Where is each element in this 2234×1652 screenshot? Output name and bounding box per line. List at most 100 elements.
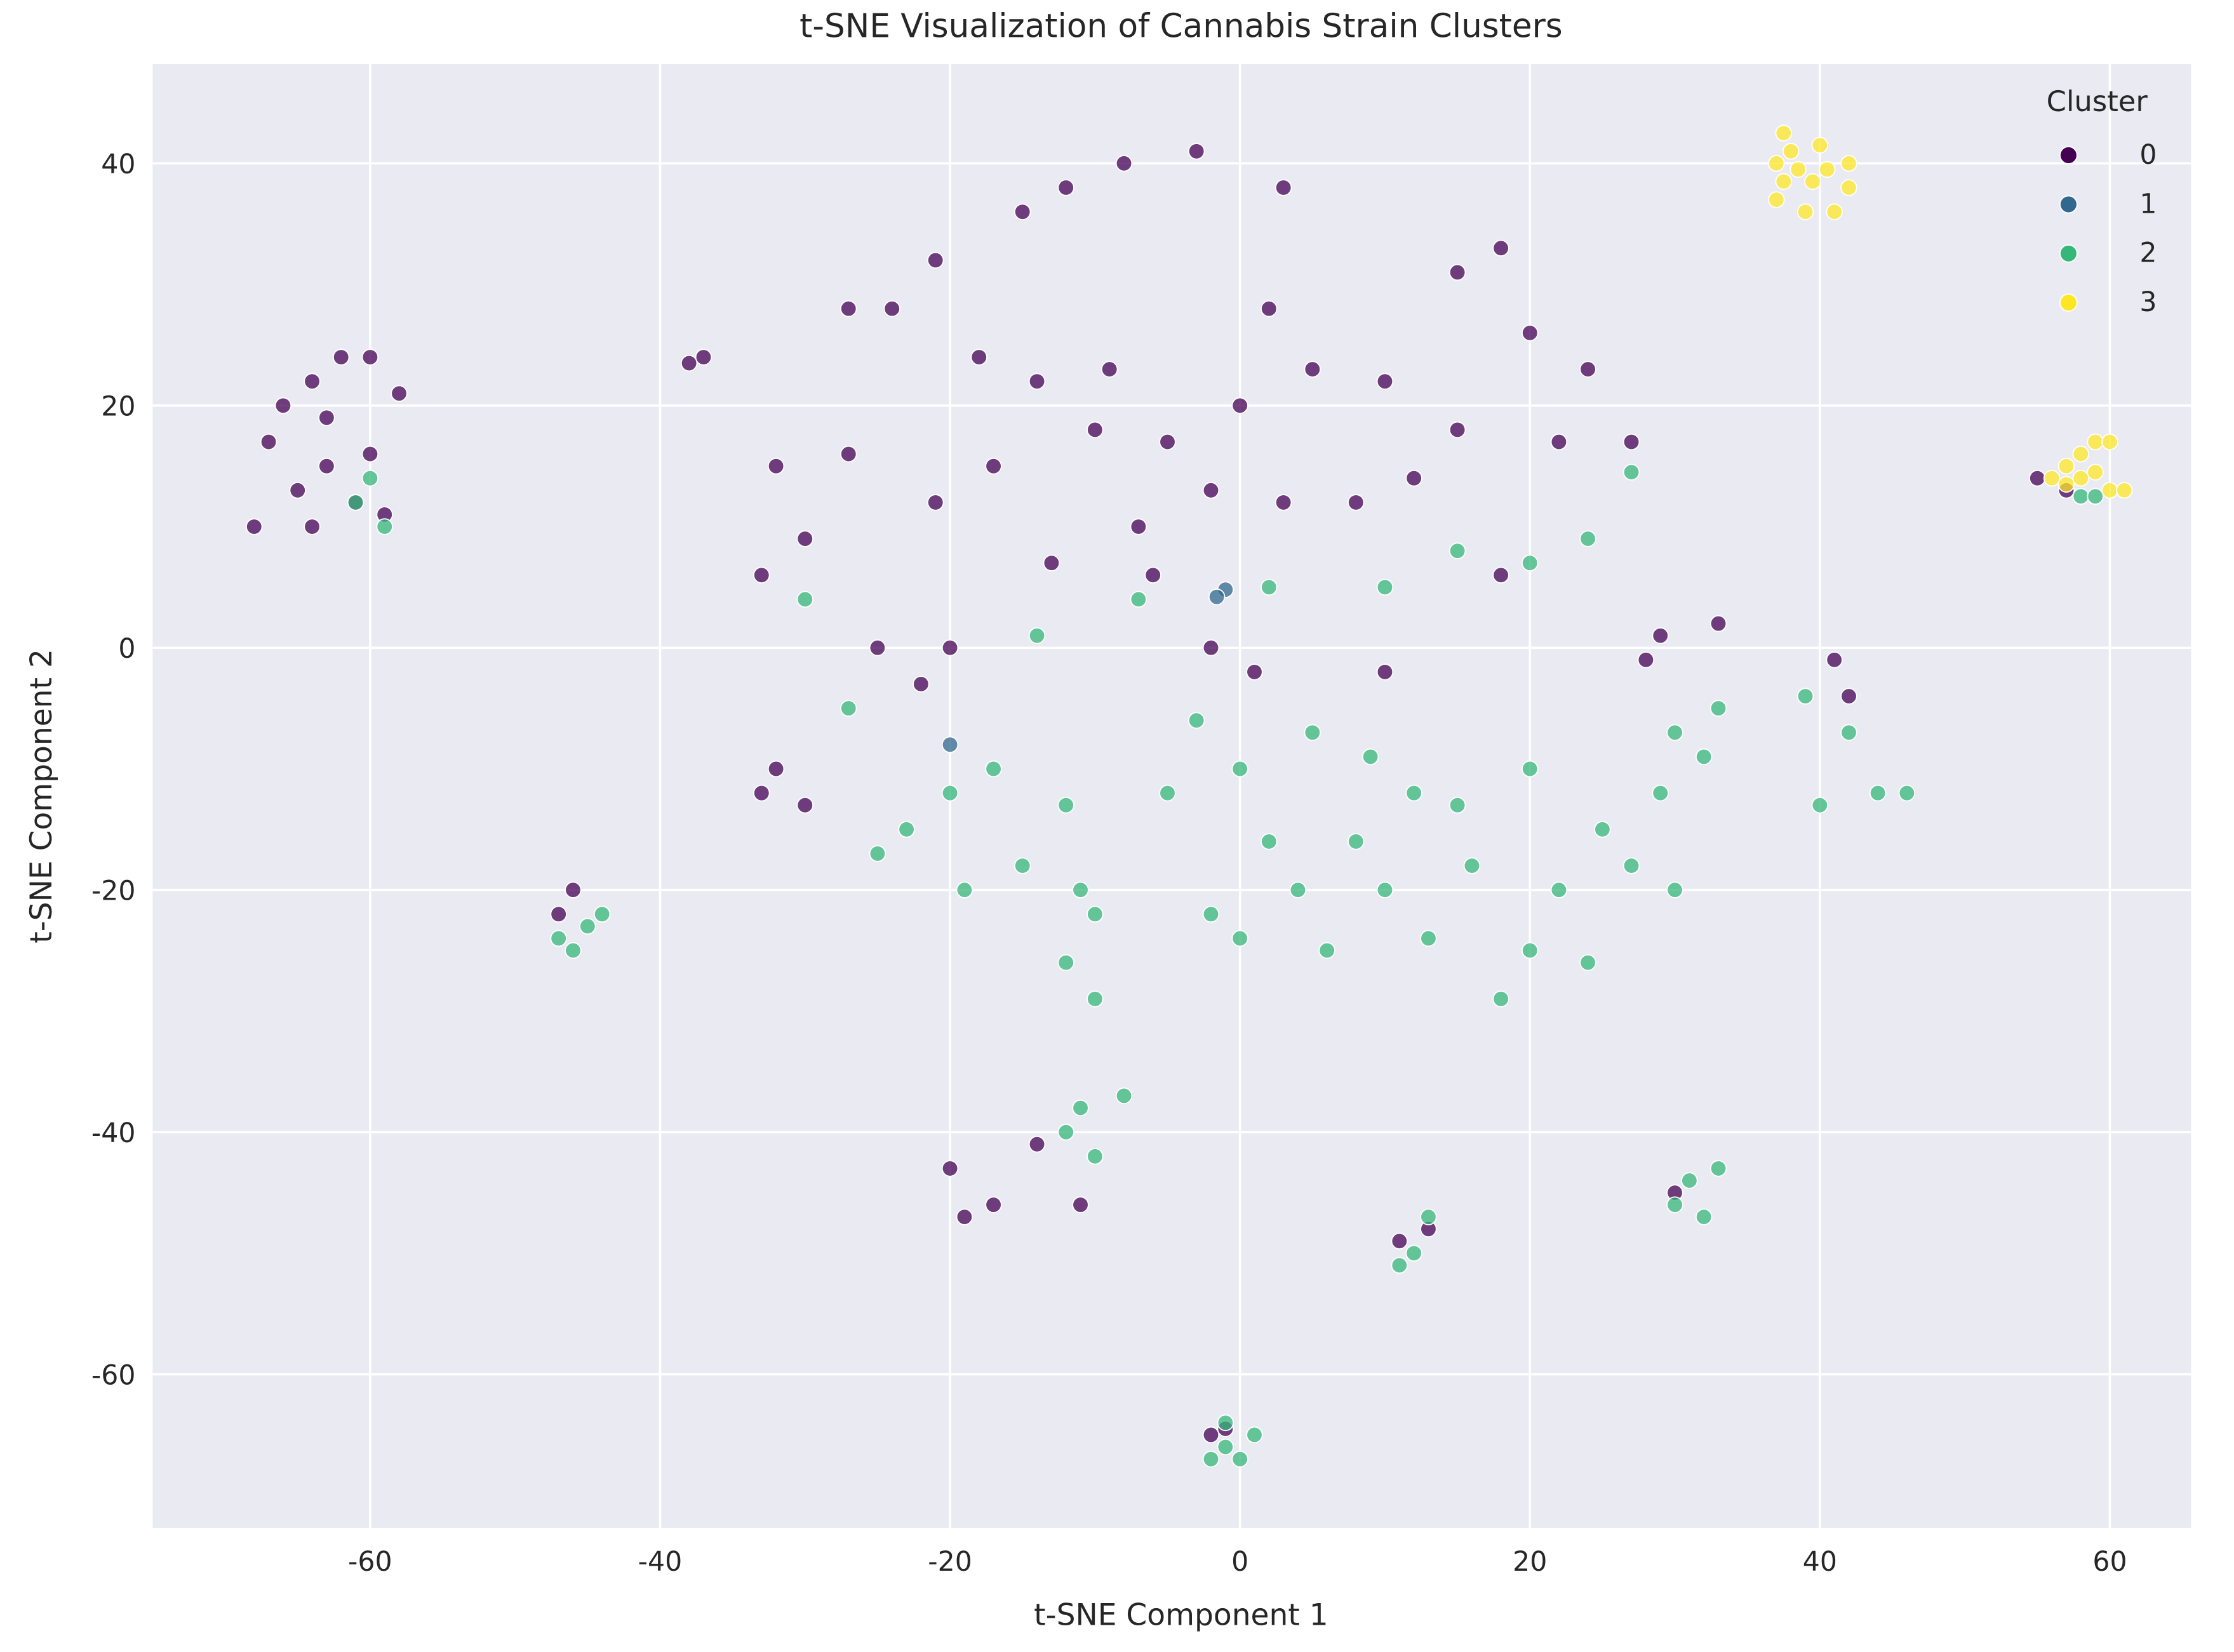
point — [1231, 929, 1248, 947]
point — [565, 942, 582, 959]
point — [1666, 724, 1683, 741]
point — [970, 349, 987, 366]
y-tick-label: -40 — [91, 1117, 136, 1149]
point — [985, 457, 1002, 475]
point — [1028, 627, 1046, 644]
point — [1550, 881, 1568, 898]
point — [1187, 143, 1205, 160]
point — [2043, 469, 2061, 487]
point — [926, 494, 944, 511]
point — [1789, 161, 1807, 178]
point — [1376, 663, 1394, 681]
point — [361, 349, 379, 366]
point — [913, 676, 930, 693]
legend-marker — [2059, 195, 2078, 214]
point — [1420, 1208, 1437, 1225]
point — [898, 821, 915, 838]
point — [869, 845, 886, 862]
point — [550, 905, 567, 923]
point — [391, 385, 408, 402]
point — [376, 518, 393, 535]
point — [695, 349, 712, 366]
point — [1695, 1208, 1713, 1225]
point — [1217, 1414, 1234, 1432]
legend-marker — [2059, 146, 2078, 164]
legend-marker — [2059, 244, 2078, 263]
point — [1594, 821, 1611, 838]
point — [926, 251, 944, 269]
y-tick-label: 20 — [101, 390, 135, 422]
point — [347, 494, 365, 511]
point — [1826, 203, 1843, 220]
point — [1261, 833, 1278, 850]
point — [1826, 651, 1843, 669]
point — [1057, 179, 1074, 196]
point — [245, 518, 263, 535]
point — [753, 566, 770, 584]
point — [1072, 1196, 1089, 1213]
point — [1028, 1136, 1046, 1153]
point — [1202, 905, 1220, 923]
point — [1522, 760, 1539, 778]
legend-title: Cluster — [2047, 84, 2148, 118]
x-tick-label: -60 — [348, 1546, 392, 1578]
point — [274, 397, 292, 415]
point — [1775, 124, 1793, 142]
point — [1782, 143, 1800, 160]
point — [1652, 784, 1669, 802]
legend-label: 3 — [2139, 286, 2157, 318]
point — [956, 1208, 973, 1225]
point — [1304, 724, 1321, 741]
point — [869, 639, 886, 656]
point — [1405, 1244, 1422, 1262]
point — [1261, 300, 1278, 317]
x-tick-label: -40 — [638, 1546, 683, 1578]
point — [1709, 1160, 1727, 1177]
point — [1057, 954, 1074, 971]
point — [1405, 784, 1422, 802]
point — [796, 590, 813, 608]
point — [1840, 179, 1857, 196]
point — [361, 445, 379, 463]
point — [2057, 476, 2075, 493]
point — [1289, 881, 1307, 898]
y-axis-label: t-SNE Component 2 — [24, 649, 59, 943]
point — [1376, 578, 1394, 596]
point — [1448, 421, 1466, 439]
point — [840, 300, 857, 317]
point — [304, 518, 321, 535]
x-tick-label: 0 — [1231, 1546, 1248, 1578]
point — [1420, 929, 1437, 947]
point — [1361, 748, 1379, 766]
point — [1057, 1123, 1074, 1141]
point — [1144, 566, 1161, 584]
legend: Cluster 0 1 2 3 — [2047, 84, 2157, 318]
point — [1492, 566, 1509, 584]
point — [1579, 361, 1596, 378]
point — [1622, 857, 1640, 874]
point — [2029, 469, 2046, 487]
point — [1579, 530, 1596, 547]
point — [1304, 361, 1321, 378]
point — [1768, 155, 1785, 172]
point — [1796, 688, 1814, 705]
point — [2087, 488, 2104, 505]
point — [1087, 990, 1104, 1008]
point — [1013, 203, 1031, 220]
y-tick-label: -20 — [91, 875, 136, 907]
point — [1057, 796, 1074, 814]
y-tick-label: 40 — [101, 149, 135, 180]
point — [1840, 688, 1857, 705]
point — [1448, 263, 1466, 281]
point — [1840, 155, 1857, 172]
point — [1115, 155, 1133, 172]
point — [1130, 518, 1147, 535]
point — [260, 433, 278, 451]
point — [1681, 1172, 1698, 1189]
point — [1492, 239, 1509, 257]
point — [304, 373, 321, 390]
point — [2116, 482, 2133, 499]
point — [1231, 1450, 1248, 1468]
